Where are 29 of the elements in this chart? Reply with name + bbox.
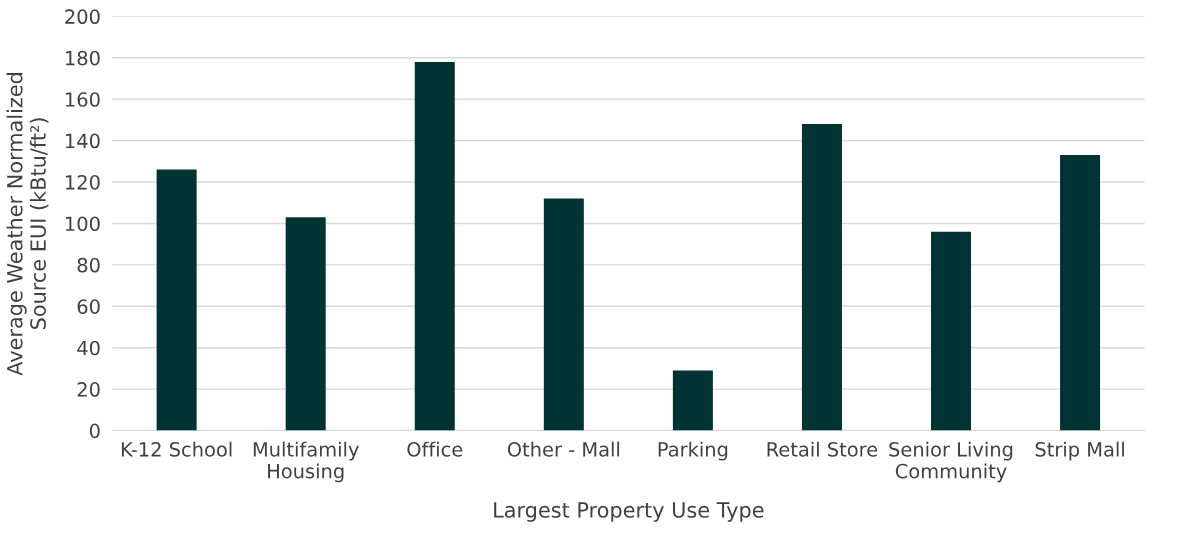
y-tick-label: 40 xyxy=(77,340,100,356)
x-axis-title: Largest Property Use Type xyxy=(494,502,764,522)
y-tick-label: 180 xyxy=(66,50,100,66)
y-tick-label: 140 xyxy=(66,133,100,149)
y-axis-title: Average Weather Normalized Source EUI (kBtu/ft²) xyxy=(6,73,49,376)
bar xyxy=(1060,155,1101,431)
x-tick-label: Senior Living Community xyxy=(889,441,1013,483)
bar xyxy=(931,231,972,431)
y-tick-label: 120 xyxy=(66,174,100,190)
y-tick-label: 100 xyxy=(66,216,100,232)
bar xyxy=(543,198,584,431)
x-tick-label: Office xyxy=(407,441,463,457)
y-tick-label: 200 xyxy=(65,9,100,25)
y-tick-label: 60 xyxy=(77,299,100,314)
x-tick-label: K-12 School xyxy=(121,441,232,457)
x-tick-label: Parking xyxy=(658,441,728,461)
bar xyxy=(156,169,197,431)
bar xyxy=(285,217,326,431)
bar xyxy=(414,61,455,431)
x-tick-label: Strip Mall xyxy=(1035,441,1124,461)
y-tick-label: 20 xyxy=(77,382,100,397)
y-tick-label: 160 xyxy=(66,92,100,107)
bar xyxy=(801,124,842,431)
bar xyxy=(672,370,713,431)
x-tick-label: Other - Mall xyxy=(507,441,620,457)
x-tick-label: Multifamily Housing xyxy=(253,441,359,483)
y-tick-label: 0 xyxy=(89,423,100,439)
x-tick-label: Retail Store xyxy=(767,441,878,457)
y-tick-label: 80 xyxy=(77,257,100,273)
